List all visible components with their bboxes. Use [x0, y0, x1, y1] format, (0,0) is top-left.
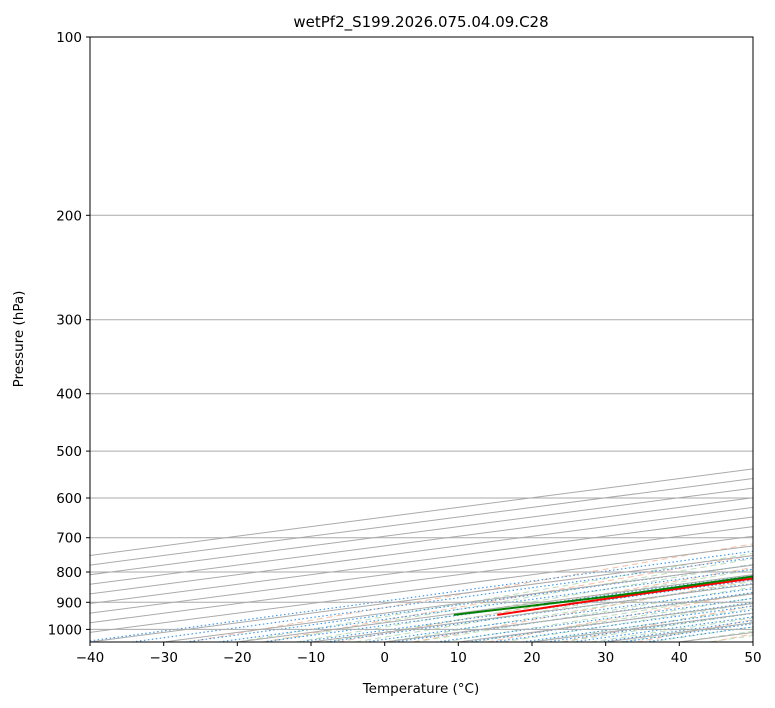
- x-tick-label: −20: [223, 650, 252, 666]
- y-tick-label: 900: [56, 595, 82, 611]
- dry-adiabat: [711, 633, 753, 642]
- isotherm-line: [90, 526, 753, 614]
- isotherm-line: [90, 497, 753, 585]
- x-tick-label: −30: [149, 650, 178, 666]
- moist-adiabat: [414, 586, 753, 642]
- isotherm-line: [752, 641, 753, 642]
- y-tick-label: 1000: [48, 622, 82, 638]
- mixing-ratio-line: [299, 579, 753, 642]
- isotherm-line: [384, 593, 753, 642]
- isotherm-line: [458, 603, 753, 642]
- x-tick-label: 10: [450, 650, 467, 666]
- moist-adiabat: [296, 563, 753, 642]
- moist-adiabat: [708, 635, 753, 642]
- x-axis-ticks: −40 −30 −20 −10 0 10 20 30 40 50: [76, 642, 762, 666]
- x-tick-label: 20: [523, 650, 540, 666]
- x-tick-label: −10: [297, 650, 326, 666]
- temperature-line: [497, 577, 753, 616]
- moist-adiabat: [679, 630, 753, 642]
- x-tick-label: 40: [671, 650, 688, 666]
- mixing-ratio-line: [365, 588, 753, 642]
- isotherm-line: [90, 468, 753, 556]
- profile-series: [453, 575, 753, 616]
- mixing-ratio-line: [645, 626, 753, 642]
- x-axis-label: Temperature (°C): [362, 681, 480, 697]
- dry-adiabat: [412, 579, 753, 642]
- isotherm-line: [237, 574, 753, 642]
- dry-adiabat: [487, 592, 753, 642]
- y-tick-label: 800: [56, 565, 82, 581]
- y-tick-label: 300: [56, 313, 82, 329]
- dry-adiabat: [188, 543, 753, 642]
- plot-frame: [89, 36, 754, 643]
- moist-adiabat: [590, 617, 753, 642]
- y-tick-label: 700: [56, 531, 82, 547]
- moist-adiabat: [325, 569, 753, 642]
- isotherm-line: [310, 583, 753, 642]
- isotherm-line: [90, 545, 753, 633]
- isotherm-line: [679, 631, 753, 642]
- mixing-ratio-line: [522, 609, 753, 642]
- isotherm-line: [605, 622, 753, 642]
- y-axis-ticks: 100 200 300 400 500 600 700 800 900 1000: [48, 30, 90, 638]
- plot-area: 0.10.20.40.611.52346810131620253036-100-…: [90, 37, 753, 642]
- moist-adiabat: [561, 612, 753, 642]
- moist-adiabat: [473, 597, 753, 642]
- x-tick-label: 50: [744, 650, 761, 666]
- moist-adiabat: [237, 552, 753, 642]
- y-tick-label: 400: [56, 387, 82, 403]
- pressure-gridlines: [90, 37, 753, 630]
- dry-adiabats: [188, 543, 753, 642]
- mixing-ratio-line: [185, 564, 753, 642]
- moist-adiabat: [531, 607, 753, 642]
- isotherm-line: [163, 564, 753, 642]
- y-axis-label: Pressure (hPa): [11, 291, 27, 388]
- isotherm-lines: [90, 468, 753, 642]
- moist-adiabat: [384, 580, 753, 642]
- isotherm-line: [90, 506, 753, 595]
- mixing-ratio-line: [492, 605, 753, 642]
- dewpoint-line: [453, 575, 753, 616]
- dry-adiabat: [562, 605, 753, 642]
- isotherm-line: [90, 478, 753, 566]
- chart-title: wetPf2_S199.2026.075.04.09.C28: [293, 13, 548, 32]
- mixing-ratio-line: [262, 574, 753, 642]
- x-tick-label: 30: [597, 650, 614, 666]
- moist-adiabats: [237, 552, 753, 642]
- y-tick-label: 500: [56, 444, 82, 460]
- y-tick-label: 600: [56, 491, 82, 507]
- y-tick-label: 100: [56, 30, 82, 46]
- x-tick-label: 0: [380, 650, 389, 666]
- mixing-ratio-line: [326, 582, 753, 642]
- isotherm-line: [90, 487, 753, 576]
- dry-adiabat: [636, 619, 753, 642]
- x-tick-label: −40: [76, 650, 105, 666]
- y-tick-label: 200: [56, 208, 82, 224]
- isotherm-line: [90, 516, 753, 605]
- isotherm-line: [531, 612, 753, 642]
- isotherm-line: [90, 535, 753, 624]
